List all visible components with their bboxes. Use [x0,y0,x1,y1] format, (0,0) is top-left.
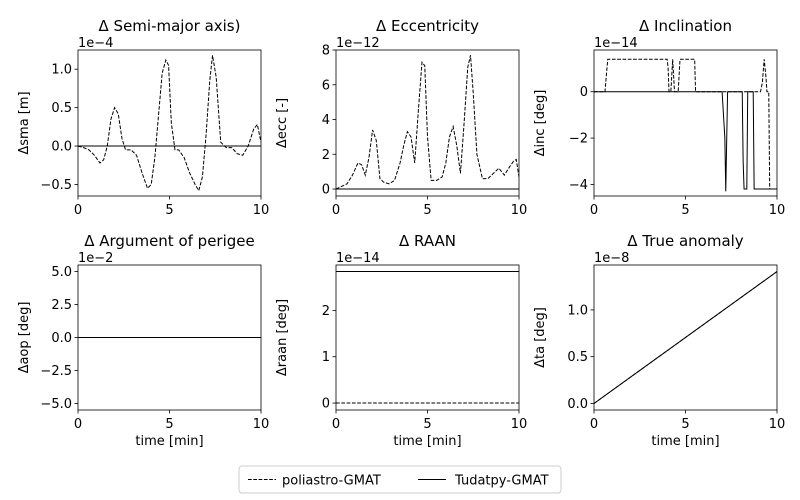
y-tick-label: 1.0 [567,303,588,318]
subplot-title: Δ Eccentricity [376,17,479,35]
legend-box [238,465,562,494]
y-tick-label: 6 [322,78,330,93]
y-tick-label: 0.5 [51,101,72,116]
y-tick-label: −2.5 [40,364,72,379]
x-tick-label: 0 [590,417,598,432]
x-tick-label: 5 [681,203,689,218]
offset-label: 1e−2 [78,251,113,266]
series-line-poliastro-gmat [78,55,261,192]
x-tick-label: 10 [511,203,528,218]
x-tick-label: 0 [74,203,82,218]
y-tick-label: −2 [569,132,588,147]
y-tick-label: 2 [322,304,330,319]
subplot-title: Δ Argument of perigee [84,232,255,250]
x-axis-label: time [min] [651,434,719,449]
y-tick-label: 0 [580,85,588,100]
x-tick-label: 10 [769,417,786,432]
series-line-tudatpy-gmat [594,91,777,192]
x-tick-label: 10 [769,203,786,218]
y-axis-label: Δinc [deg] [533,90,548,157]
offset-label: 1e−4 [78,36,113,51]
x-tick-label: 5 [681,417,689,432]
x-tick-label: 10 [253,203,270,218]
x-tick-label: 0 [590,203,598,218]
x-tick-label: 5 [423,203,431,218]
subplot-title: Δ Semi-major axis) [99,17,241,35]
y-tick-label: 0 [322,397,330,412]
y-tick-label: 1 [322,350,330,365]
offset-label: 1e−12 [336,36,380,51]
y-axis-label: Δaop [deg] [17,302,32,374]
subplot-title: Δ Inclination [639,17,732,35]
y-axis-label: Δecc [-] [275,98,290,148]
y-tick-label: −4 [569,178,588,193]
series-line-tudatpy-gmat [594,271,777,404]
legend-label: Tudatpy-GMAT [454,474,549,489]
y-tick-label: 0.0 [51,331,72,346]
x-axis-label: time [min] [393,434,461,449]
subplot-title: Δ RAAN [399,232,456,250]
x-tick-label: 5 [165,417,173,432]
y-tick-label: −0.5 [40,178,72,193]
y-axis-label: Δsma [m] [17,91,32,154]
y-tick-label: 2 [322,148,330,163]
x-axis-label: time [min] [135,434,203,449]
x-tick-label: 10 [253,417,270,432]
legend-label: poliastro-GMAT [282,474,381,489]
subplot-3: 0 5 10 −5.0 −2.5 0.0 2.5 5.0 Δ Argument of perig… [17,232,269,449]
offset-label: 1e−14 [594,36,638,51]
y-tick-label: 0.0 [51,140,72,155]
y-axis-label: Δraan [deg] [275,299,290,376]
x-tick-label: 0 [332,203,340,218]
offset-label: 1e−8 [594,251,629,266]
offset-label: 1e−14 [336,251,380,266]
subplot-title: Δ True anomaly [627,232,744,250]
series-line-poliastro-gmat [594,58,777,190]
x-tick-label: 10 [511,417,528,432]
y-tick-label: 1.0 [51,63,72,78]
y-tick-label: 0.5 [567,350,588,365]
y-tick-label: −5.0 [40,397,72,412]
x-tick-label: 0 [74,417,82,432]
y-tick-label: 0.0 [567,397,588,412]
x-tick-label: 0 [332,417,340,432]
subplot-0: 0 5 10 −0.5 0.0 0.5 1.0 Δ Semi-major axis)1e−4 Δ… [17,17,269,218]
series-line-poliastro-gmat [336,55,519,190]
y-tick-label: 0 [322,183,330,198]
x-tick-label: 5 [423,417,431,432]
x-tick-label: 5 [165,203,173,218]
y-tick-label: 4 [322,113,330,128]
subplot-4: 0 5 10 0 1 2 Δ RAAN 1e−14 Δraan [deg] time [min] [275,232,527,449]
y-tick-label: 2.5 [51,298,72,313]
legend: poliastro-GMAT Tudatpy-GMAT [238,465,562,494]
y-tick-label: 8 [322,44,330,59]
y-axis-label: Δta [deg] [533,307,548,368]
y-tick-label: 5.0 [51,265,72,280]
